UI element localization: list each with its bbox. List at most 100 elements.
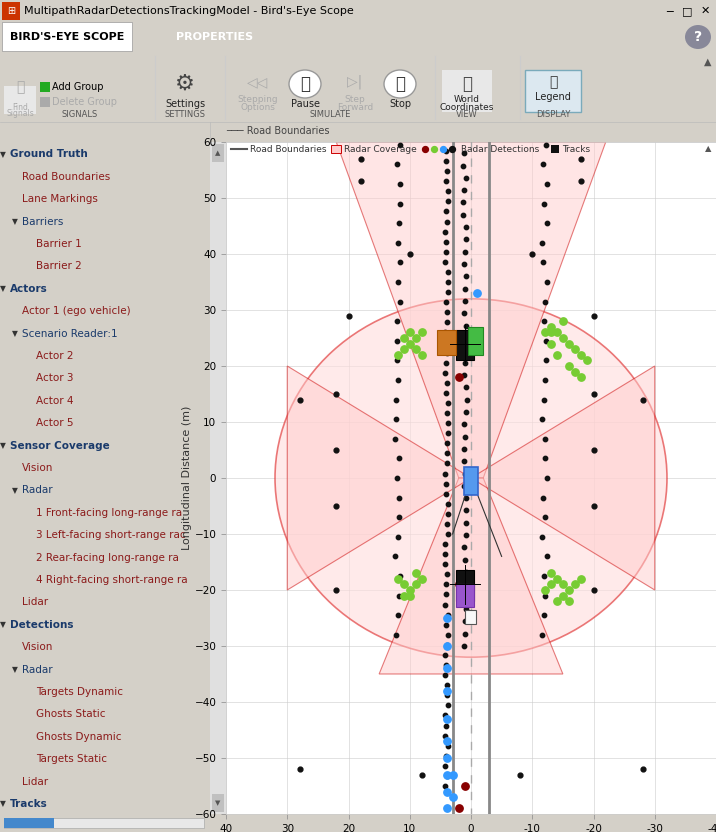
Point [441,567,453,581]
Text: ▼: ▼ [12,486,18,495]
Text: ⏸: ⏸ [300,75,310,93]
Point [539,511,551,524]
Point [440,356,452,369]
Ellipse shape [289,70,321,98]
Point [416,348,427,361]
Text: Barriers: Barriers [22,216,64,226]
Point [442,346,453,359]
Point [441,376,453,389]
Point [460,220,472,234]
Text: Barrier 1: Barrier 1 [36,239,82,249]
Point [441,785,453,798]
Point [537,491,548,504]
Point [390,413,402,426]
Point [557,589,569,602]
Point [471,286,483,300]
Point [392,572,403,586]
Text: Tracks: Tracks [10,799,48,809]
Point [355,175,367,188]
Point [410,577,422,591]
Point [460,380,472,394]
Point [441,447,453,460]
Point [442,628,453,641]
Point [440,759,451,772]
Point [390,432,401,445]
Point [539,432,551,445]
Point [440,618,452,631]
Point [460,319,472,332]
Point [441,768,453,781]
Point [441,638,453,651]
Point [440,709,451,722]
Point [404,589,415,602]
Point [390,550,401,563]
Text: Lidar: Lidar [22,776,48,786]
Point [390,393,402,406]
Text: Actor 4: Actor 4 [36,396,74,406]
Bar [2,22,132,51]
Point [439,668,450,681]
Text: Step: Step [344,95,365,103]
Point [536,530,548,543]
Point [536,628,548,641]
Point [588,443,599,457]
Point [541,472,553,485]
Point [453,370,465,384]
Point [563,595,575,608]
Text: Road Boundaries: Road Boundaries [22,171,110,181]
Point [551,326,563,339]
Text: VIEW: VIEW [456,110,478,119]
Text: ─: ─ [666,6,672,16]
Point [398,589,410,602]
Point [459,356,470,369]
Polygon shape [471,366,654,590]
Point [460,282,471,295]
Point [460,295,471,308]
Point [393,589,405,602]
Point [551,572,563,586]
Point [458,307,470,320]
Point [391,314,402,328]
Text: Radar Detections: Radar Detections [461,145,539,153]
Point [441,770,453,783]
Text: ⚙: ⚙ [175,74,195,94]
Bar [464,467,478,495]
Point [394,511,405,524]
Point [588,499,599,513]
Point [441,751,453,765]
Text: ▼: ▼ [0,441,6,450]
Point [440,547,451,561]
Text: Lidar: Lidar [22,597,48,607]
Point [441,712,453,726]
Point [331,388,342,401]
Text: Actor 1 (ego vehicle): Actor 1 (ego vehicle) [22,306,130,316]
Point [404,583,415,597]
Text: SIGNALS: SIGNALS [62,110,98,119]
Bar [210,142,226,814]
Point [637,763,648,776]
Point [458,541,469,554]
Text: Add Group: Add Group [52,82,104,92]
Point [576,175,587,188]
Point [542,550,553,563]
Point [563,337,575,350]
Point [440,235,452,248]
Text: ─── Road Boundaries: ─── Road Boundaries [226,126,329,136]
Point [538,608,550,622]
Text: SIMULATE: SIMULATE [309,110,351,119]
Point [541,216,553,230]
Point [410,567,422,580]
Point [442,265,454,279]
Point [294,393,305,406]
Point [404,247,415,260]
Text: Forward: Forward [337,102,373,111]
Point [514,768,526,781]
Point [460,270,471,283]
Point [440,205,452,218]
Point [441,215,453,228]
Point [459,615,470,628]
Point [440,386,452,399]
Text: Legend: Legend [535,92,571,102]
Point [581,354,593,367]
Text: Vision: Vision [22,642,54,652]
